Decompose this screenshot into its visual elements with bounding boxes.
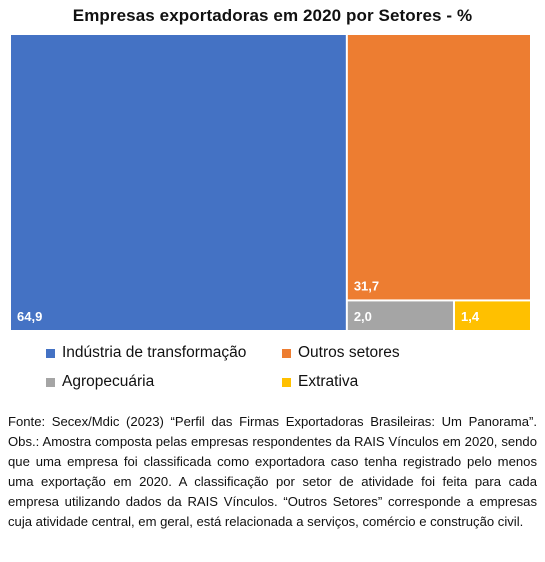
tile-outros-setores — [347, 35, 530, 300]
chart-title: Empresas exportadoras em 2020 por Setore… — [72, 6, 473, 25]
legend-item-agropecuaria: Agropecuária — [46, 373, 154, 391]
legend-label: Indústria de transformação — [62, 344, 247, 361]
legend-label: Outros setores — [298, 344, 400, 361]
legend-swatch — [282, 377, 291, 387]
legend-swatch — [46, 348, 55, 358]
tile-industria — [11, 35, 346, 330]
legend-label: Agropecuária — [62, 373, 155, 390]
source-note: Fonte: Secex/Mdic (2023) “Perfil das Fir… — [8, 414, 537, 529]
legend-item-outros-setores: Outros setores — [282, 344, 400, 362]
tile-extrativa — [454, 301, 530, 330]
legend-swatch — [46, 377, 55, 387]
data-label: 64,9 — [17, 309, 42, 324]
treemap-chart: 64,9 31,7 2,0 1,4 — [11, 35, 530, 330]
data-label: 31,7 — [354, 278, 379, 293]
legend-swatch — [282, 348, 291, 358]
data-label: 1,4 — [461, 309, 480, 324]
tile-agropecuaria — [347, 301, 453, 330]
legend-label: Extrativa — [298, 373, 359, 390]
legend-item-extrativa: Extrativa — [282, 373, 358, 391]
data-label: 2,0 — [354, 309, 372, 324]
legend-item-industria: Indústria de transformação — [46, 344, 246, 362]
